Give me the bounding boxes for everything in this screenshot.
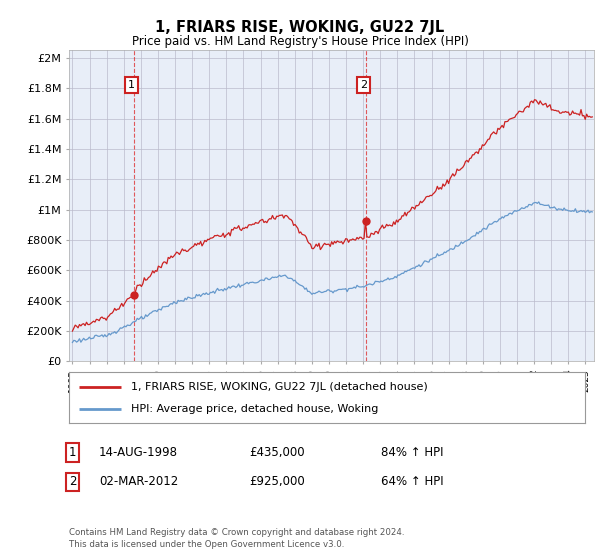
Text: 02-MAR-2012: 02-MAR-2012 xyxy=(99,475,178,488)
Text: £925,000: £925,000 xyxy=(249,475,305,488)
Text: 1, FRIARS RISE, WOKING, GU22 7JL: 1, FRIARS RISE, WOKING, GU22 7JL xyxy=(155,20,445,35)
Text: 2: 2 xyxy=(69,475,77,488)
Text: Price paid vs. HM Land Registry's House Price Index (HPI): Price paid vs. HM Land Registry's House … xyxy=(131,35,469,48)
Text: 1: 1 xyxy=(128,80,135,90)
Text: 1, FRIARS RISE, WOKING, GU22 7JL (detached house): 1, FRIARS RISE, WOKING, GU22 7JL (detach… xyxy=(131,381,428,391)
Text: HPI: Average price, detached house, Woking: HPI: Average price, detached house, Woki… xyxy=(131,404,378,414)
Text: 1: 1 xyxy=(69,446,77,459)
Text: Contains HM Land Registry data © Crown copyright and database right 2024.
This d: Contains HM Land Registry data © Crown c… xyxy=(69,528,404,549)
Text: 64% ↑ HPI: 64% ↑ HPI xyxy=(381,475,443,488)
Text: 14-AUG-1998: 14-AUG-1998 xyxy=(99,446,178,459)
Text: 84% ↑ HPI: 84% ↑ HPI xyxy=(381,446,443,459)
Text: 2: 2 xyxy=(360,80,367,90)
Text: £435,000: £435,000 xyxy=(249,446,305,459)
